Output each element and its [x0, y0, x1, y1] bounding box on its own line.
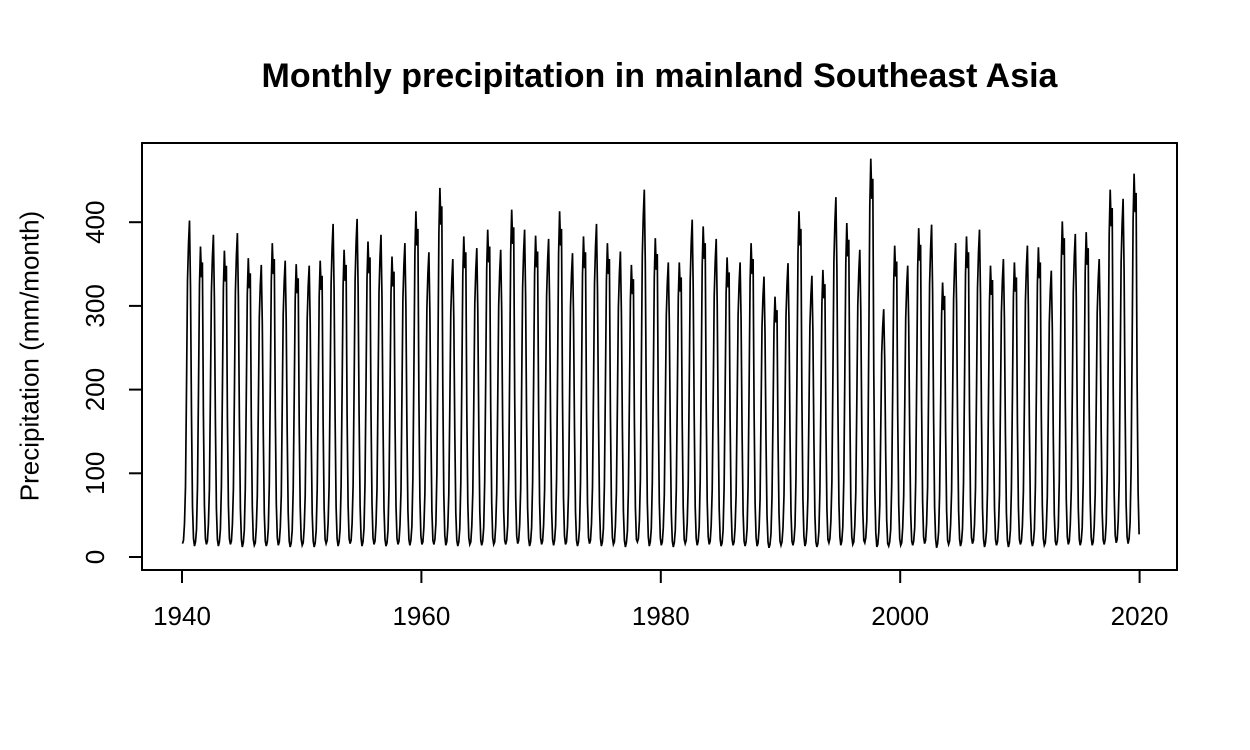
chart-title: Monthly precipitation in mainland Southe…: [261, 57, 1058, 95]
y-tick-label: 200: [80, 368, 110, 411]
y-tick-label: 300: [80, 284, 110, 327]
x-tick-label: 2000: [871, 601, 929, 631]
x-tick-label: 1960: [392, 601, 450, 631]
precipitation-series-line: [181, 158, 1140, 549]
x-tick-label: 2020: [1111, 601, 1169, 631]
x-tick-label: 1940: [153, 601, 211, 631]
plot-frame: [141, 142, 1178, 571]
y-tick-label: 100: [80, 452, 110, 495]
x-tick-label: 1980: [632, 601, 690, 631]
y-tick-label: 0: [80, 550, 110, 564]
y-tick-label: 400: [80, 201, 110, 244]
